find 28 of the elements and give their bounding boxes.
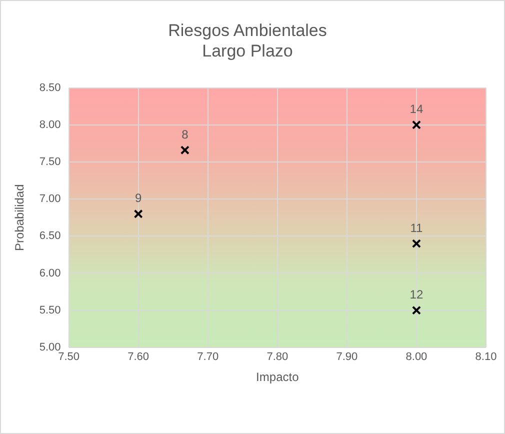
- y-tick-label: 7.00: [39, 193, 61, 206]
- point: [412, 239, 422, 248]
- annotation: 12: [410, 288, 424, 302]
- point: [412, 306, 422, 315]
- annotation: 14: [410, 102, 424, 116]
- x-tick-label: 7.70: [197, 351, 219, 364]
- annotation: 9: [134, 191, 142, 206]
- point: [412, 120, 422, 130]
- y-tick-label: 8.00: [39, 118, 61, 131]
- x-tick-label: 8.10: [475, 351, 497, 364]
- point: [180, 146, 190, 155]
- x-tick-label: 8.00: [406, 351, 428, 364]
- y-tick-label: 5.50: [39, 304, 61, 316]
- y-axis-title: Probabilidad: [12, 184, 27, 251]
- annotation: 8: [182, 127, 189, 142]
- y-tick-label: 5.00: [39, 341, 61, 354]
- point: [134, 209, 143, 218]
- y-tick-label: 7.50: [39, 156, 61, 168]
- chart-title: Riesgos Ambientales Largo Plazo: [168, 20, 327, 60]
- y-tick-label: 6.00: [39, 267, 61, 280]
- x-tick-label: 7.80: [266, 351, 288, 364]
- x-tick-label: 7.50: [58, 351, 80, 364]
- x-tick-label: 7.90: [336, 351, 358, 364]
- x-tick-label: 7.60: [128, 351, 150, 364]
- y-tick-label: 8.50: [39, 82, 61, 94]
- x-axis-title: Impacto: [256, 370, 300, 384]
- y-tick-label: 6.50: [39, 230, 61, 242]
- annotation: 11: [410, 220, 424, 235]
